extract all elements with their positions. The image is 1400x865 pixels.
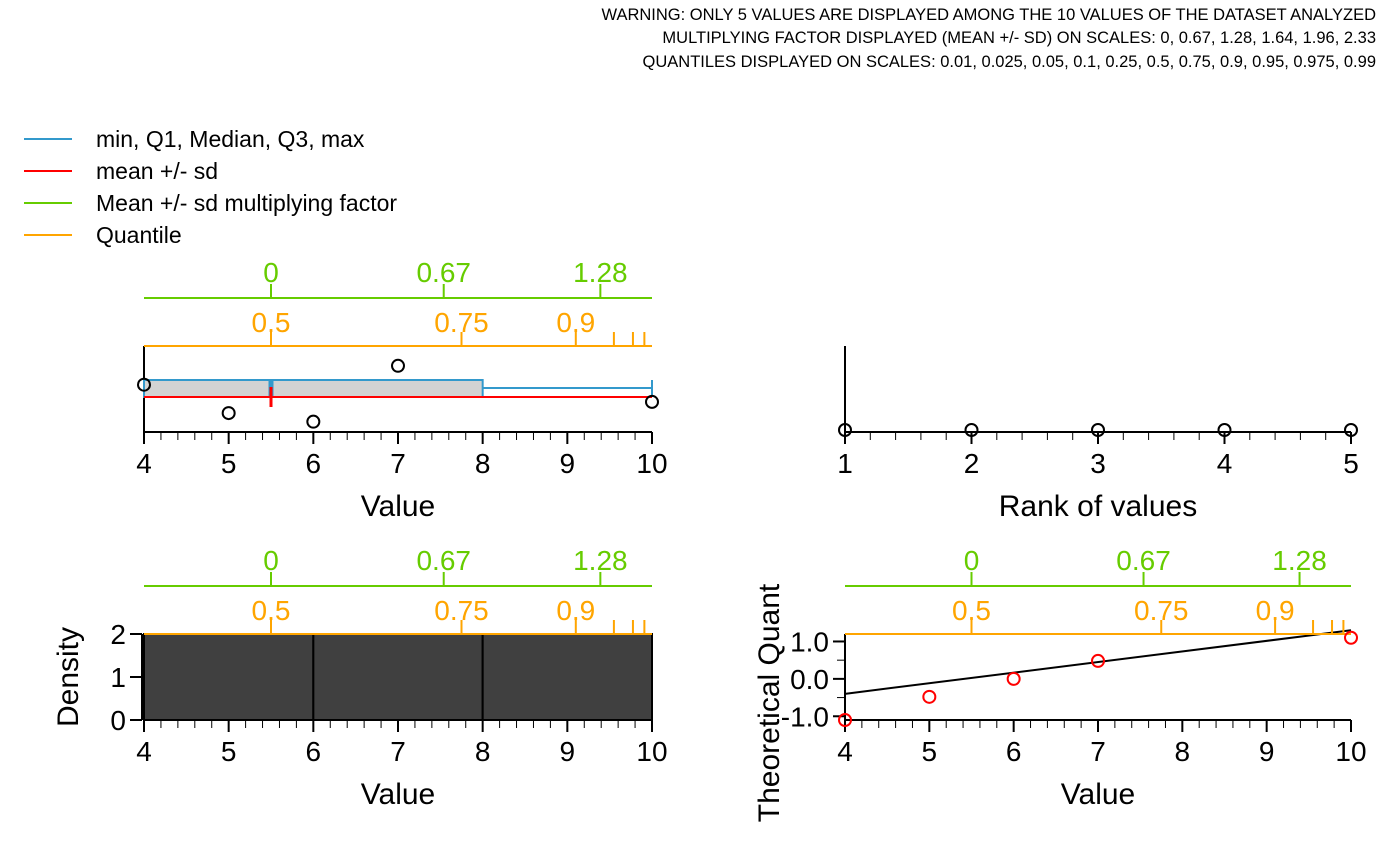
warning-line-2: MULTIPLYING FACTOR DISPLAYED (MEAN +/- S…: [662, 29, 1376, 47]
legend-label-factor: Mean +/- sd multiplying factor: [96, 190, 397, 216]
histogram-y-tick-label: 0: [110, 705, 126, 736]
histogram-y-axis-label: Density: [52, 627, 85, 727]
qq-y-tick-label: -1.0: [781, 701, 829, 732]
rank-x-tick-label: 3: [1090, 448, 1106, 479]
histogram-x-tick-label: 9: [560, 736, 576, 767]
histogram-bar: [312, 633, 484, 721]
rank-x-tick-label: 1: [837, 448, 853, 479]
boxplot-quantile-label: 0.5: [252, 307, 291, 338]
qq-x-tick-label: 5: [922, 736, 938, 767]
qq-factor-label: 0.67: [1116, 545, 1171, 576]
boxplot-x-tick-label: 7: [390, 448, 406, 479]
histogram-x-tick-label: 7: [390, 736, 406, 767]
boxplot-x-tick-label: 8: [475, 448, 491, 479]
histogram-factor-label: 0.67: [416, 545, 471, 576]
rank-x-tick-label: 2: [964, 448, 980, 479]
histogram-quantile-label: 0.9: [556, 595, 595, 626]
boxplot-x-tick-label: 6: [306, 448, 322, 479]
legend-label-quantile: Quantile: [96, 222, 182, 248]
histogram-x-tick-label: 5: [221, 736, 237, 767]
header-warnings: WARNING: ONLY 5 VALUES ARE DISPLAYED AMO…: [601, 6, 1376, 71]
qq-x-tick-label: 10: [1335, 736, 1366, 767]
qq-x-axis-label: Value: [1061, 778, 1136, 811]
qq-x-tick-label: 4: [837, 736, 853, 767]
qq-x-tick-label: 9: [1259, 736, 1275, 767]
qq-factor-label: 1.28: [1272, 545, 1327, 576]
qq-y-tick-label: 1.0: [790, 626, 829, 657]
qq-data-point: [1091, 653, 1105, 668]
boxplot-factor-label: 0.67: [416, 257, 471, 288]
legend: min, Q1, Median, Q3, max mean +/- sd Mea…: [24, 126, 397, 248]
qq-factor-label: 0: [964, 545, 980, 576]
rank-data-point: [1217, 423, 1232, 437]
boxplot-data-point: [137, 377, 151, 392]
boxplot-box: [143, 379, 484, 398]
rank-x-tick-label: 5: [1343, 448, 1359, 479]
qq-data-point: [1006, 671, 1021, 686]
boxplot-factor-label: 0: [263, 257, 279, 288]
qq-x-tick-label: 8: [1175, 736, 1191, 767]
boxplot-x-tick-label: 9: [560, 448, 576, 479]
histogram-factor-label: 1.28: [573, 545, 628, 576]
rank-data-point: [1344, 423, 1358, 437]
qq-quantile-label: 0.75: [1134, 595, 1189, 626]
qq-fit-line: [844, 629, 1352, 695]
boxplot-x-tick-label: 4: [136, 448, 152, 479]
qq-quantile-label: 0.5: [952, 595, 991, 626]
qq-panel: 4 5 6 7 8 9 10 -1.0 0.0 1.0 0 0.67 1.28 0.5 0.75 0.9 The…: [753, 545, 1367, 822]
rank-x-axis-label: Rank of values: [999, 490, 1197, 523]
histogram-x-tick-label: 4: [136, 736, 152, 767]
qq-y-tick-label: 0.0: [790, 664, 829, 695]
qq-x-tick-label: 6: [1006, 736, 1022, 767]
boxplot-quantile-label: 0.9: [556, 307, 595, 338]
histogram-bar: [481, 633, 653, 721]
histogram-factor-label: 0: [263, 545, 279, 576]
qq-x-tick-label: 7: [1090, 736, 1106, 767]
histogram-x-axis-label: Value: [361, 778, 436, 811]
histogram-x-tick-label: 6: [306, 736, 322, 767]
boxplot-data-point: [221, 406, 236, 421]
boxplot-x-tick-label: 10: [636, 448, 667, 479]
rank-x-tick-label: 4: [1217, 448, 1233, 479]
boxplot-x-axis-label: Value: [361, 490, 436, 523]
qq-data-point: [1344, 630, 1358, 645]
qq-data-point: [922, 689, 937, 704]
qq-quantile-label: 0.9: [1256, 595, 1295, 626]
rank-data-point: [1091, 423, 1105, 437]
histogram-y-tick-label: 2: [110, 619, 126, 650]
histogram-x-tick-label: 10: [636, 736, 667, 767]
histogram-quantile-label: 0.5: [252, 595, 291, 626]
boxplot-data-point: [306, 414, 321, 429]
boxplot-data-point: [645, 394, 659, 409]
warning-line-1: WARNING: ONLY 5 VALUES ARE DISPLAYED AMO…: [601, 6, 1376, 24]
warning-line-3: QUANTILES DISPLAYED ON SCALES: 0.01, 0.0…: [643, 53, 1376, 71]
legend-label-boxplot: min, Q1, Median, Q3, max: [96, 126, 365, 152]
legend-label-mean-sd: mean +/- sd: [96, 158, 218, 184]
histogram-bar: [143, 633, 315, 721]
qq-y-axis-label: Theoretical Quant: [753, 583, 786, 822]
boxplot-data-point: [391, 358, 405, 373]
boxplot-panel: 4 5 6 7 8 9 10 Value 0 0.67 1.28 0.5 0.75 0.9: [136, 257, 667, 523]
histogram-quantile-label: 0.75: [434, 595, 489, 626]
histogram-panel: 4 5 6 7 8 9 10 0 1 2 Density Value 0 0.67 1.28 0.5 0.75 0…: [52, 545, 668, 811]
boxplot-factor-label: 1.28: [573, 257, 628, 288]
histogram-y-tick-label: 1: [110, 662, 126, 693]
qq-data-point: [838, 713, 852, 727]
histogram-x-tick-label: 8: [475, 736, 491, 767]
rank-data-point: [964, 423, 979, 437]
boxplot-x-tick-label: 5: [221, 448, 237, 479]
rank-data-point: [838, 423, 852, 437]
boxplot-quantile-label: 0.75: [434, 307, 489, 338]
rank-panel: 1 2 3 4 5 Rank of values: [837, 346, 1359, 523]
